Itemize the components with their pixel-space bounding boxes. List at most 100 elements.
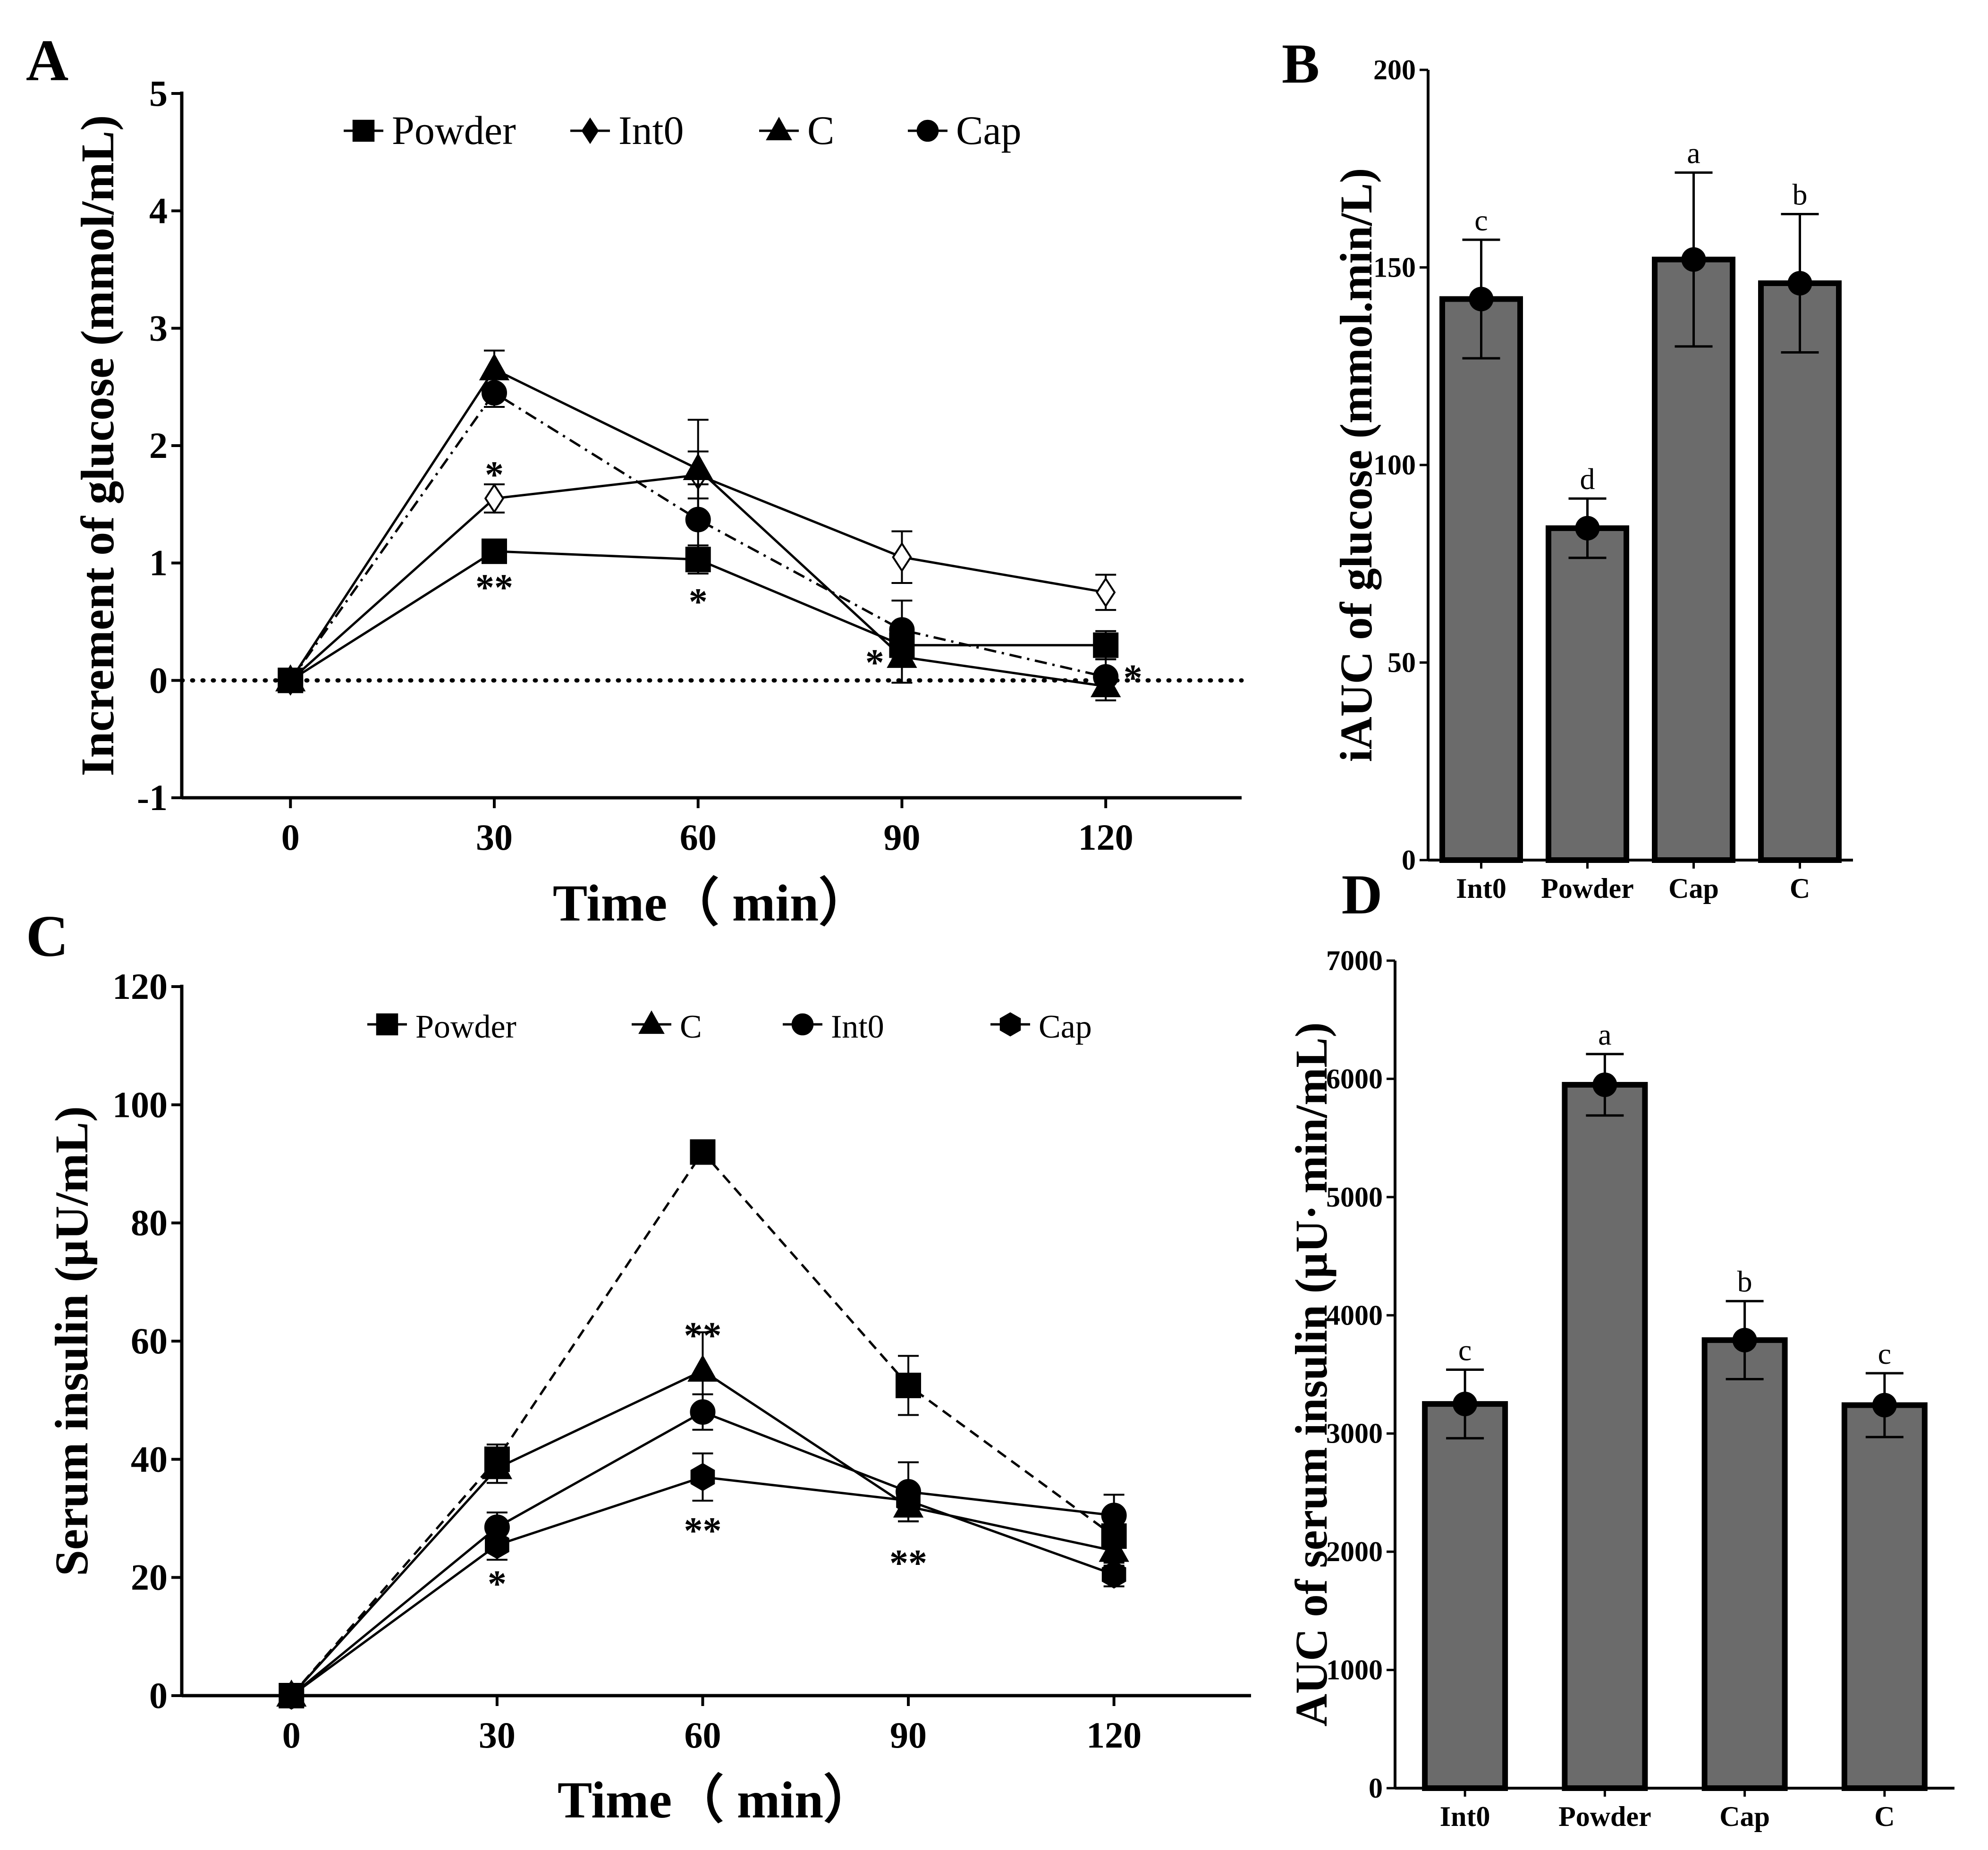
y-tick-label: 50 — [1387, 647, 1416, 678]
legend-label: C — [680, 1009, 702, 1045]
y-axis-title: Increment of glucose (mmol/mL) — [71, 115, 124, 777]
data-point — [896, 1372, 922, 1398]
legend: Powder C Int0 Cap — [367, 1009, 1092, 1045]
bar-cap — [1701, 1337, 1788, 1791]
series-line — [289, 391, 1106, 681]
y-axis-title: Serum insulin (μU/mL) — [45, 1106, 98, 1576]
legend-label: Cap — [1039, 1009, 1092, 1045]
data-point — [683, 453, 713, 480]
significance-letter: c — [1474, 203, 1488, 237]
x-axis-title: Time（ min） — [558, 1771, 875, 1829]
y-axis-title: AUC of serum insulin (μU· min/mL) — [1286, 1022, 1337, 1727]
legend-marker — [916, 119, 939, 142]
data-point — [690, 1139, 716, 1165]
x-tick-label: 90 — [890, 1715, 927, 1756]
x-tick-label: Int0 — [1440, 1801, 1490, 1832]
y-axis-title: iAUC of glucose (mmol.min/L) — [1331, 168, 1381, 762]
panel-label-c: C — [26, 904, 68, 969]
y-tick-label: 4000 — [1326, 1300, 1383, 1331]
legend-label: Int0 — [831, 1009, 884, 1045]
y-tick-label: 100 — [1373, 449, 1416, 481]
significance-mark: ** — [889, 1543, 927, 1584]
y-tick-label: 7000 — [1326, 945, 1383, 976]
significance-letter: c — [1878, 1337, 1891, 1370]
significance-mark: ** — [475, 567, 513, 608]
y-tick-label: 0 — [149, 1675, 168, 1716]
significance-mark: * — [689, 581, 708, 623]
series-cap — [279, 1452, 1126, 1710]
y-tick-label: 20 — [131, 1557, 168, 1598]
significance-letter: a — [1598, 1018, 1611, 1051]
data-point — [1101, 1503, 1127, 1529]
x-tick-label: Cap — [1719, 1801, 1770, 1832]
legend-label: Powder — [415, 1009, 516, 1045]
data-point — [278, 667, 304, 693]
mean-point — [1732, 1327, 1757, 1352]
data-point — [685, 507, 711, 532]
data-point — [1093, 664, 1119, 690]
y-tick-label: 200 — [1373, 54, 1416, 85]
legend-marker — [352, 119, 375, 142]
data-point — [889, 617, 915, 643]
data-point — [482, 1452, 513, 1479]
y-tick-label: 100 — [112, 1084, 168, 1125]
significance-letter: c — [1458, 1333, 1472, 1367]
y-tick-label: 0 — [1402, 845, 1416, 876]
significance-mark: * — [865, 642, 884, 684]
x-tick-label: Cap — [1668, 873, 1719, 904]
mean-point — [1787, 270, 1812, 296]
significance-letter: b — [1737, 1265, 1752, 1298]
data-point — [481, 380, 507, 406]
x-tick-label: 90 — [883, 817, 920, 858]
legend-marker — [791, 1013, 814, 1036]
data-point — [479, 353, 510, 380]
panel-label-b: B — [1282, 32, 1320, 95]
bar-c — [1841, 1402, 1928, 1791]
data-point — [1093, 632, 1119, 658]
y-tick-label: 0 — [149, 659, 168, 701]
mean-point — [1872, 1393, 1897, 1418]
panel-label-d: D — [1342, 863, 1383, 926]
legend-label: Cap — [956, 108, 1022, 153]
legend-label: Powder — [392, 108, 516, 153]
data-point — [279, 1681, 304, 1710]
bar-cap — [1652, 256, 1735, 863]
mean-point — [1469, 287, 1494, 312]
legend-marker — [638, 1010, 665, 1034]
mean-point — [1453, 1392, 1478, 1417]
x-tick-label: 120 — [1086, 1715, 1142, 1756]
series-cap — [278, 378, 1119, 696]
y-tick-label: 60 — [131, 1320, 168, 1361]
y-tick-label: 2000 — [1326, 1536, 1383, 1567]
x-tick-label: 60 — [684, 1715, 721, 1756]
y-tick-label: 6000 — [1326, 1063, 1383, 1094]
x-tick-label: Powder — [1541, 873, 1634, 904]
x-tick-label: C — [1874, 1801, 1895, 1832]
y-tick-label: 5000 — [1326, 1182, 1383, 1213]
bar-powder — [1562, 1081, 1648, 1791]
y-tick-label: -1 — [137, 777, 168, 818]
mean-point — [1592, 1072, 1617, 1097]
data-point — [896, 1487, 921, 1515]
significance-letter: d — [1580, 462, 1595, 496]
legend-marker — [376, 1013, 398, 1036]
x-tick-label: Int0 — [1456, 873, 1506, 904]
bar-int0 — [1422, 1401, 1508, 1791]
data-point — [484, 483, 505, 514]
data-point — [687, 1354, 718, 1382]
x-tick-label: 120 — [1078, 817, 1134, 858]
panel-label-a: A — [26, 28, 68, 93]
data-point — [1101, 1560, 1126, 1589]
x-tick-label: Powder — [1558, 1801, 1651, 1832]
y-tick-label: 0 — [1369, 1773, 1383, 1804]
significance-mark: * — [485, 455, 504, 496]
significance-mark: ** — [684, 1315, 721, 1357]
bar-powder — [1546, 525, 1629, 863]
y-tick-label: 4 — [149, 190, 168, 231]
legend-marker — [766, 117, 792, 141]
data-point — [1096, 577, 1116, 608]
y-tick-label: 1 — [149, 542, 168, 583]
y-tick-label: 3 — [149, 307, 168, 348]
